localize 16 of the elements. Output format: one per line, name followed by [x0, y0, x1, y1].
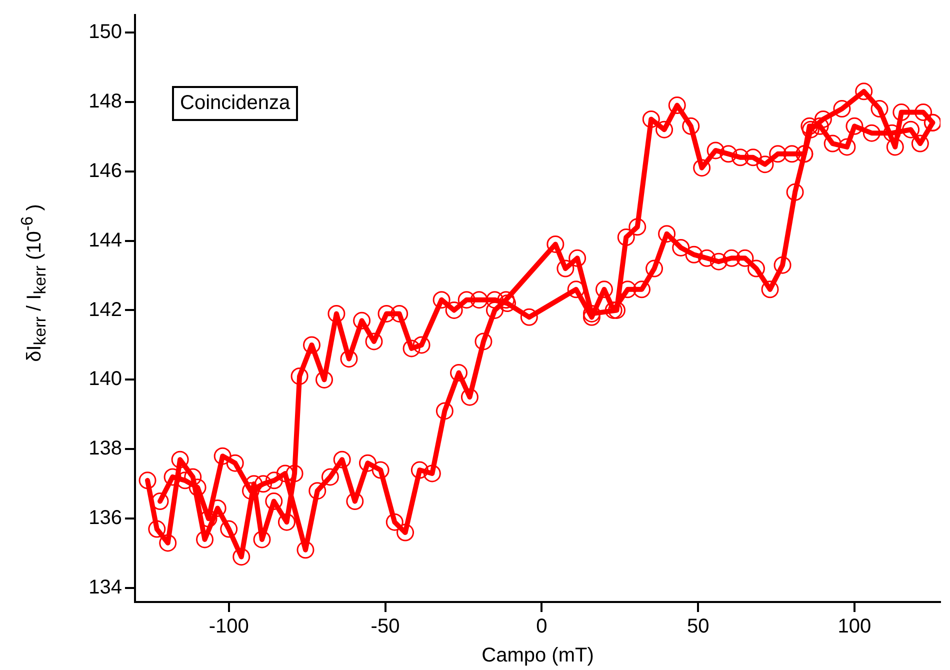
- y-tick-label: 140: [88, 368, 122, 390]
- x-tick-label: 0: [536, 616, 548, 638]
- y-tick-label: 134: [88, 576, 122, 599]
- y-tick-label: 146: [88, 160, 122, 182]
- annotation: Coincidenza: [172, 86, 298, 121]
- x-tick-label: -50: [370, 616, 400, 638]
- y-tick-label: 144: [88, 229, 122, 252]
- y-tick-label: 136: [88, 507, 122, 530]
- y-tick-label: 148: [88, 90, 122, 112]
- x-axis-title: Campo (mT): [482, 644, 594, 667]
- x-tick-label: 50: [686, 616, 710, 638]
- x-tick-label: 100: [838, 616, 872, 638]
- y-tick-label: 142: [88, 298, 122, 321]
- y-tick-label: 150: [88, 20, 122, 43]
- x-tick-label: -100: [208, 616, 249, 638]
- y-tick-label: 138: [88, 438, 122, 460]
